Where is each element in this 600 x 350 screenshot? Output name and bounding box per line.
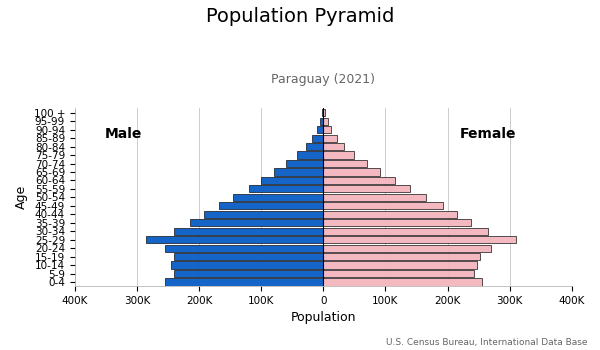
Bar [323, 270, 473, 277]
Bar [322, 109, 323, 116]
Bar [274, 168, 323, 176]
Bar [323, 118, 328, 125]
Bar [312, 134, 323, 142]
Bar [174, 270, 323, 277]
Text: Male: Male [104, 127, 142, 141]
Bar [323, 261, 478, 269]
Bar [286, 160, 323, 167]
Bar [323, 126, 331, 133]
X-axis label: Population: Population [290, 312, 356, 324]
Bar [174, 253, 323, 260]
Bar [323, 253, 480, 260]
Bar [174, 228, 323, 235]
Bar [323, 109, 325, 116]
Bar [146, 236, 323, 243]
Bar [261, 177, 323, 184]
Bar [323, 202, 443, 209]
Bar [323, 219, 471, 226]
Bar [323, 134, 337, 142]
Bar [323, 245, 491, 252]
Title: Paraguay (2021): Paraguay (2021) [271, 74, 375, 86]
Bar [320, 118, 323, 125]
Bar [323, 185, 410, 192]
Text: Female: Female [460, 127, 517, 141]
Bar [204, 211, 323, 218]
Bar [190, 219, 323, 226]
Bar [323, 177, 395, 184]
Text: U.S. Census Bureau, International Data Base: U.S. Census Bureau, International Data B… [386, 337, 588, 346]
Bar [165, 245, 323, 252]
Bar [233, 194, 323, 201]
Bar [323, 236, 516, 243]
Bar [323, 228, 488, 235]
Bar [165, 278, 323, 286]
Text: Population Pyramid: Population Pyramid [206, 7, 394, 26]
Bar [306, 143, 323, 150]
Bar [323, 143, 344, 150]
Bar [297, 152, 323, 159]
Bar [323, 152, 355, 159]
Bar [317, 126, 323, 133]
Y-axis label: Age: Age [15, 185, 28, 210]
Bar [171, 261, 323, 269]
Bar [323, 194, 426, 201]
Bar [323, 278, 482, 286]
Bar [249, 185, 323, 192]
Bar [323, 168, 380, 176]
Bar [323, 211, 457, 218]
Bar [219, 202, 323, 209]
Bar [323, 160, 367, 167]
